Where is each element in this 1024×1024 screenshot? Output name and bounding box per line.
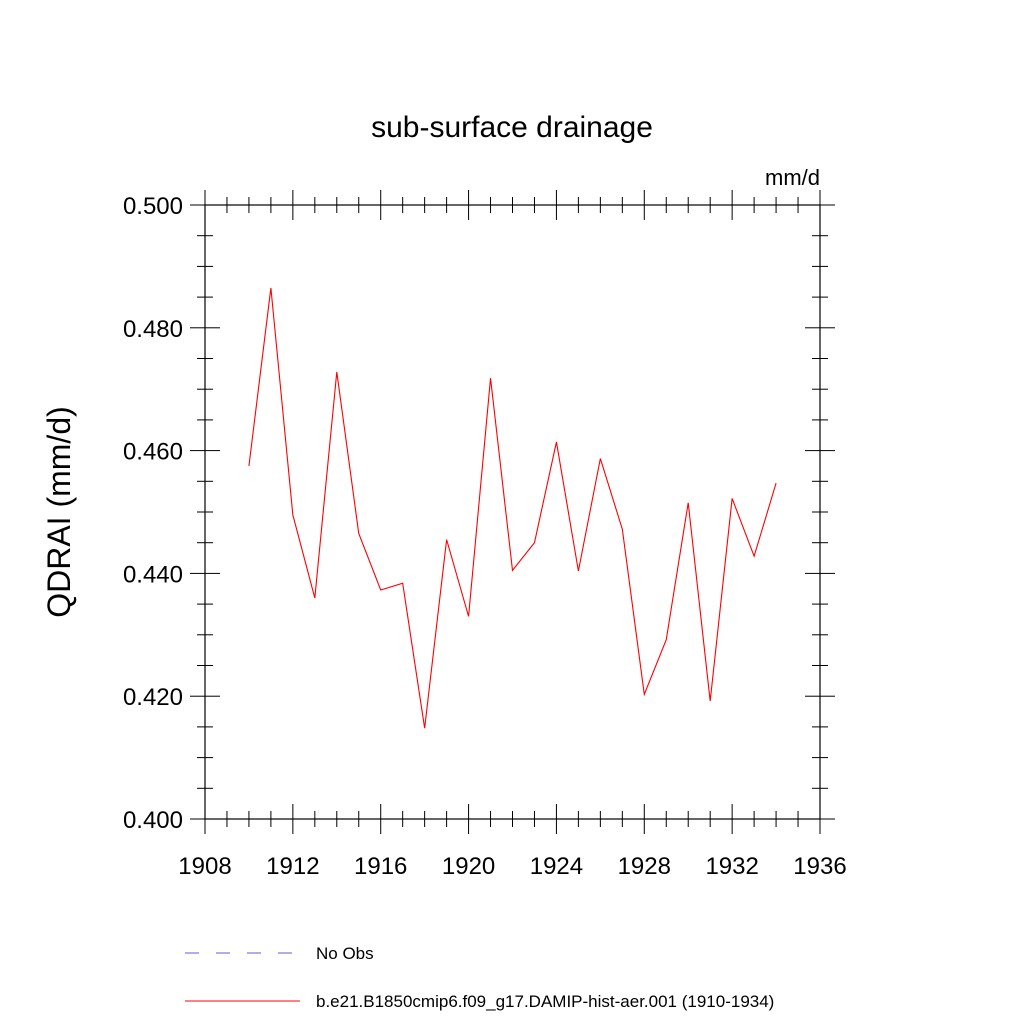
x-tick-label: 1908 <box>178 853 231 880</box>
legend-label-model-run: b.e21.B1850cmip6.f09_g17.DAMIP-hist-aer.… <box>316 992 774 1011</box>
series-layer <box>248 287 777 729</box>
chart-title: sub-surface drainage <box>371 111 653 144</box>
y-tick-label: 0.460 <box>123 439 183 466</box>
x-tick-label: 1916 <box>354 853 407 880</box>
axis-ticks <box>190 190 835 834</box>
y-tick-labels: 0.400 0.420 0.440 0.460 0.480 0.500 <box>123 193 183 834</box>
y-tick-label: 0.480 <box>123 316 183 343</box>
units-label: mm/d <box>765 165 820 190</box>
x-tick-label: 1936 <box>793 853 846 880</box>
plot-frame <box>204 204 821 820</box>
series-line-0 <box>248 287 777 729</box>
x-tick-label: 1912 <box>266 853 319 880</box>
x-tick-label: 1928 <box>618 853 671 880</box>
x-tick-label: 1924 <box>530 853 583 880</box>
y-tick-label: 0.420 <box>123 684 183 711</box>
legend: No Obs b.e21.B1850cmip6.f09_g17.DAMIP-hi… <box>185 944 774 1011</box>
x-tick-labels: 1908 1912 1916 1920 1924 1928 1932 1936 <box>178 853 846 880</box>
x-tick-label: 1932 <box>705 853 758 880</box>
x-tick-label: 1920 <box>442 853 495 880</box>
y-axis-label: QDRAI (mm/d) <box>41 406 77 618</box>
y-tick-label: 0.400 <box>123 807 183 834</box>
legend-label-no-obs: No Obs <box>316 944 374 963</box>
y-tick-label: 0.440 <box>123 561 183 588</box>
y-tick-label: 0.500 <box>123 193 183 220</box>
